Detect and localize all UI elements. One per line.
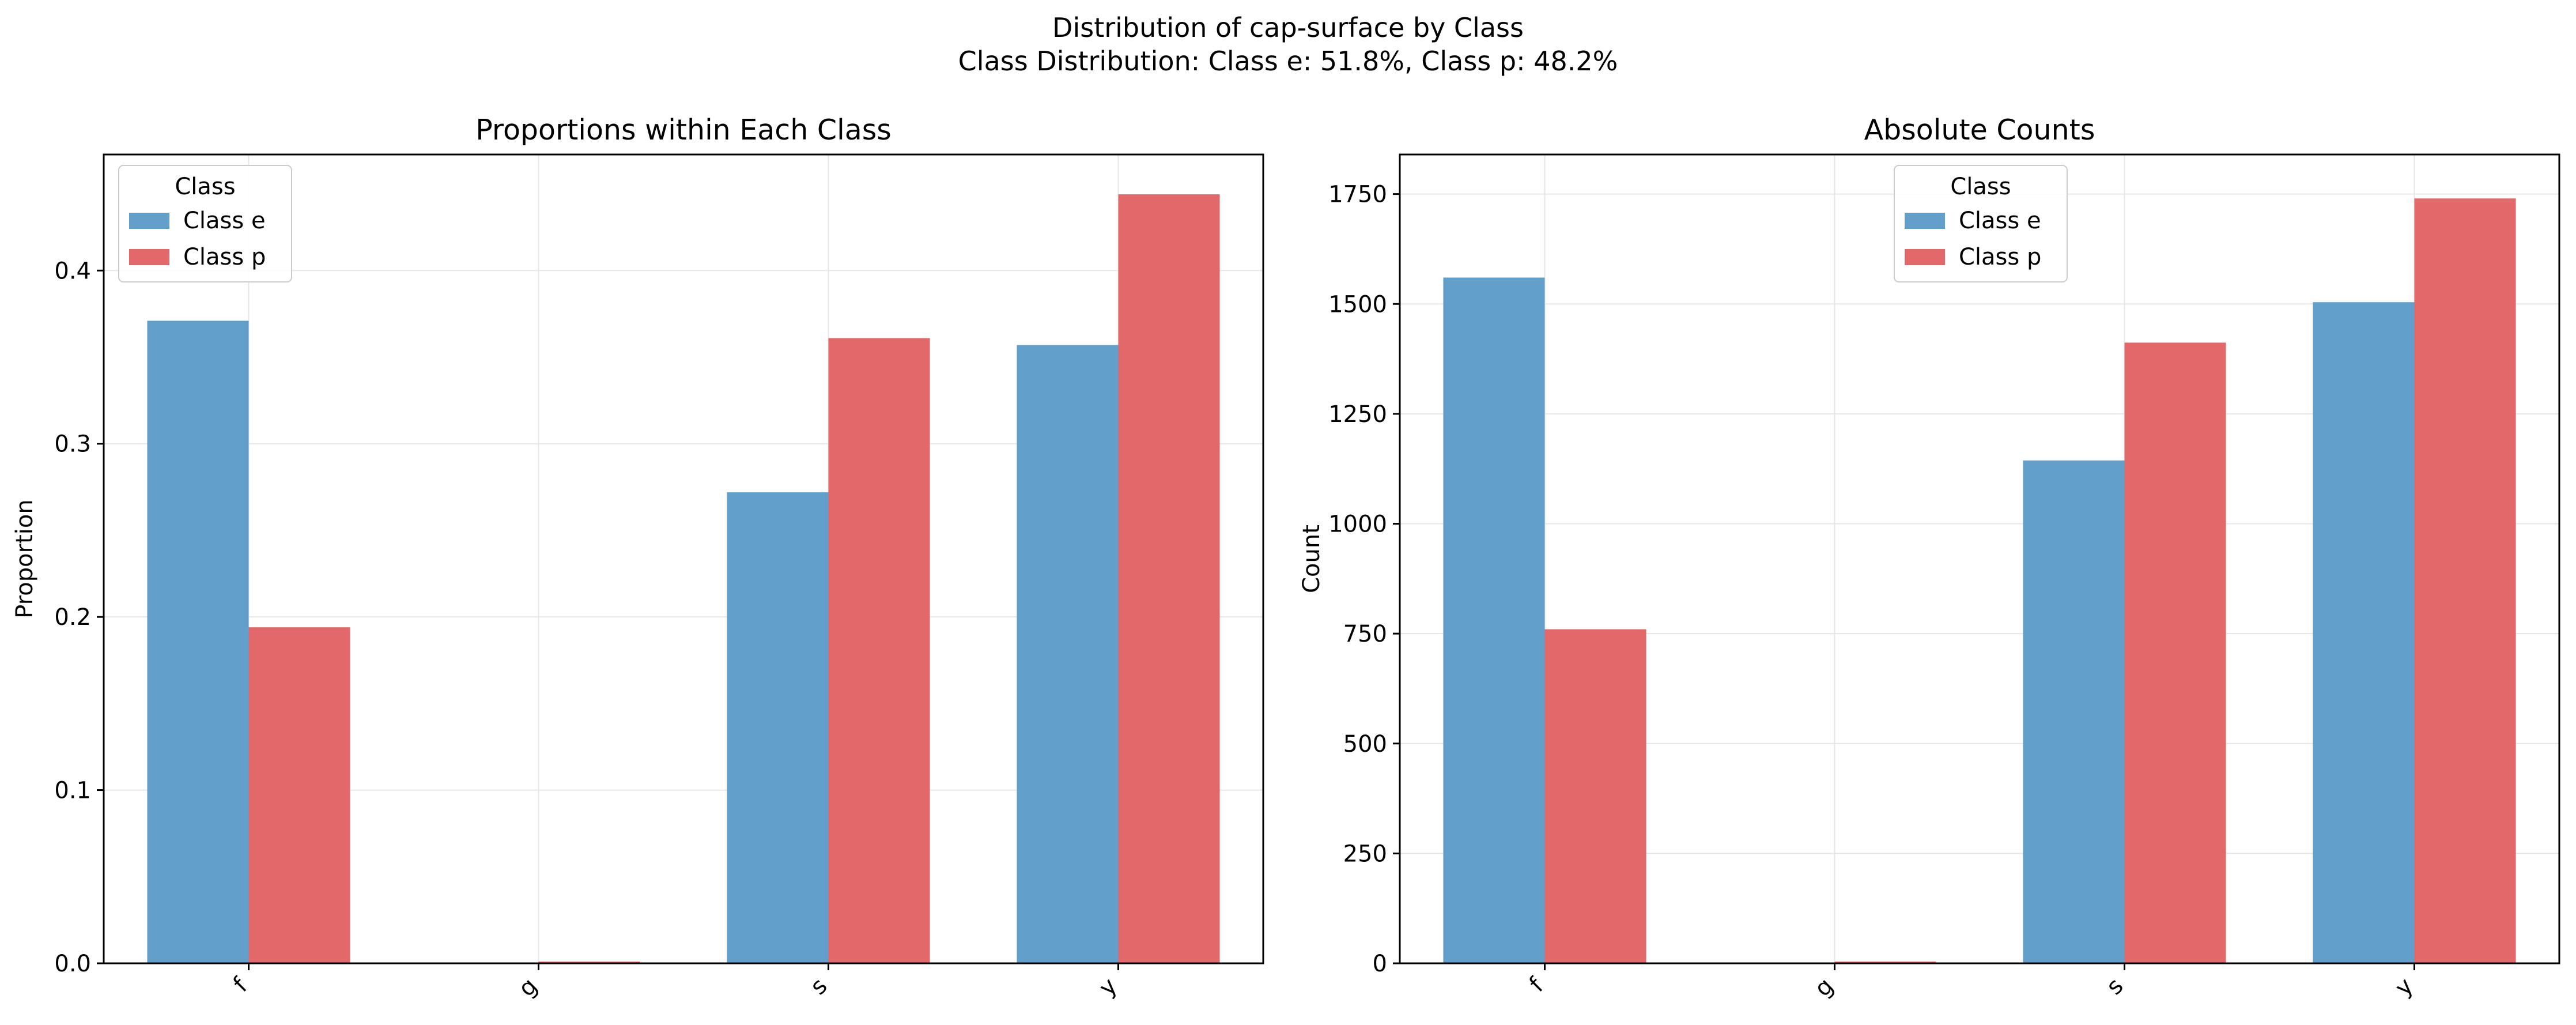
legend-title: Class	[175, 174, 235, 200]
bar-class-p-f	[248, 627, 350, 963]
y-tick-label: 0.2	[54, 604, 91, 631]
x-tick-label: y	[1094, 973, 1122, 1001]
legend-swatch	[1905, 213, 1945, 229]
bar-class-e-s	[727, 492, 829, 963]
x-tick-label: g	[1810, 973, 1838, 1002]
x-tick-label: s	[2101, 973, 2128, 1000]
legend: Class Class e Class p	[118, 165, 292, 282]
bar-class-e-f	[147, 321, 249, 963]
y-tick-label: 0.4	[54, 258, 91, 284]
bar-class-e-y	[1017, 345, 1119, 963]
y-tick-label: 0.0	[54, 951, 91, 977]
bar-class-e-s	[2023, 460, 2125, 963]
legend-entry-label: Class p	[1959, 244, 2041, 270]
y-axis-label: Count	[1298, 525, 1325, 593]
suptitle-line-1: Distribution of cap-surface by Class	[1052, 12, 1524, 43]
plot-frame	[1399, 153, 2560, 964]
chart-title: Absolute Counts	[1864, 114, 2095, 146]
legend-swatch	[129, 213, 169, 229]
bar-class-p-s	[2124, 342, 2226, 963]
x-tick-label: s	[805, 973, 832, 1000]
y-tick-label: 0.1	[54, 778, 91, 804]
legend-swatch	[129, 249, 169, 265]
y-tick-label: 750	[1343, 621, 1387, 647]
proportions-chart: 0.0 0.1 0.2 0.3 0.4 f g s y Proportions within Ea…	[12, 114, 1264, 1002]
y-tick-label: 1500	[1328, 291, 1387, 318]
counts-chart: 0 250 500 750 1000 1250 1500 1750 f g s y Absolute C…	[1298, 114, 2560, 1002]
bar-class-p-f	[1544, 629, 1646, 963]
y-tick-label: 0.3	[54, 431, 91, 458]
bar-class-p-y	[1118, 194, 1220, 963]
bar-class-p-g	[538, 961, 640, 963]
suptitle-line-2: Class Distribution: Class e: 51.8%, Clas…	[958, 46, 1618, 77]
plot-frame	[103, 153, 1264, 964]
legend-entry-label: Class e	[183, 208, 266, 234]
x-tick-label: f	[228, 973, 253, 997]
x-tick-label: g	[513, 973, 542, 1002]
y-axis-label: Proportion	[12, 499, 38, 618]
y-tick-label: 1750	[1328, 182, 1387, 208]
y-tick-label: 250	[1343, 841, 1387, 867]
y-tick-label: 1000	[1328, 511, 1387, 538]
bar-class-e-f	[1443, 277, 1545, 963]
bar-class-p-y	[2414, 198, 2516, 963]
x-tick-label: f	[1524, 973, 1549, 997]
legend-entry-label: Class e	[1959, 208, 2041, 234]
legend-swatch	[1905, 249, 1945, 265]
legend-entry-label: Class p	[183, 244, 266, 270]
bar-class-e-y	[2313, 302, 2415, 964]
y-tick-label: 500	[1343, 731, 1387, 758]
legend-title: Class	[1950, 174, 2011, 200]
legend: Class Class e Class p	[1894, 165, 2068, 282]
x-tick-label: y	[2390, 973, 2418, 1001]
bar-class-p-s	[828, 338, 930, 963]
y-tick-label: 1250	[1328, 401, 1387, 428]
chart-title: Proportions within Each Class	[475, 114, 892, 146]
y-tick-label: 0	[1373, 951, 1387, 977]
bar-class-p-g	[1834, 961, 1936, 963]
